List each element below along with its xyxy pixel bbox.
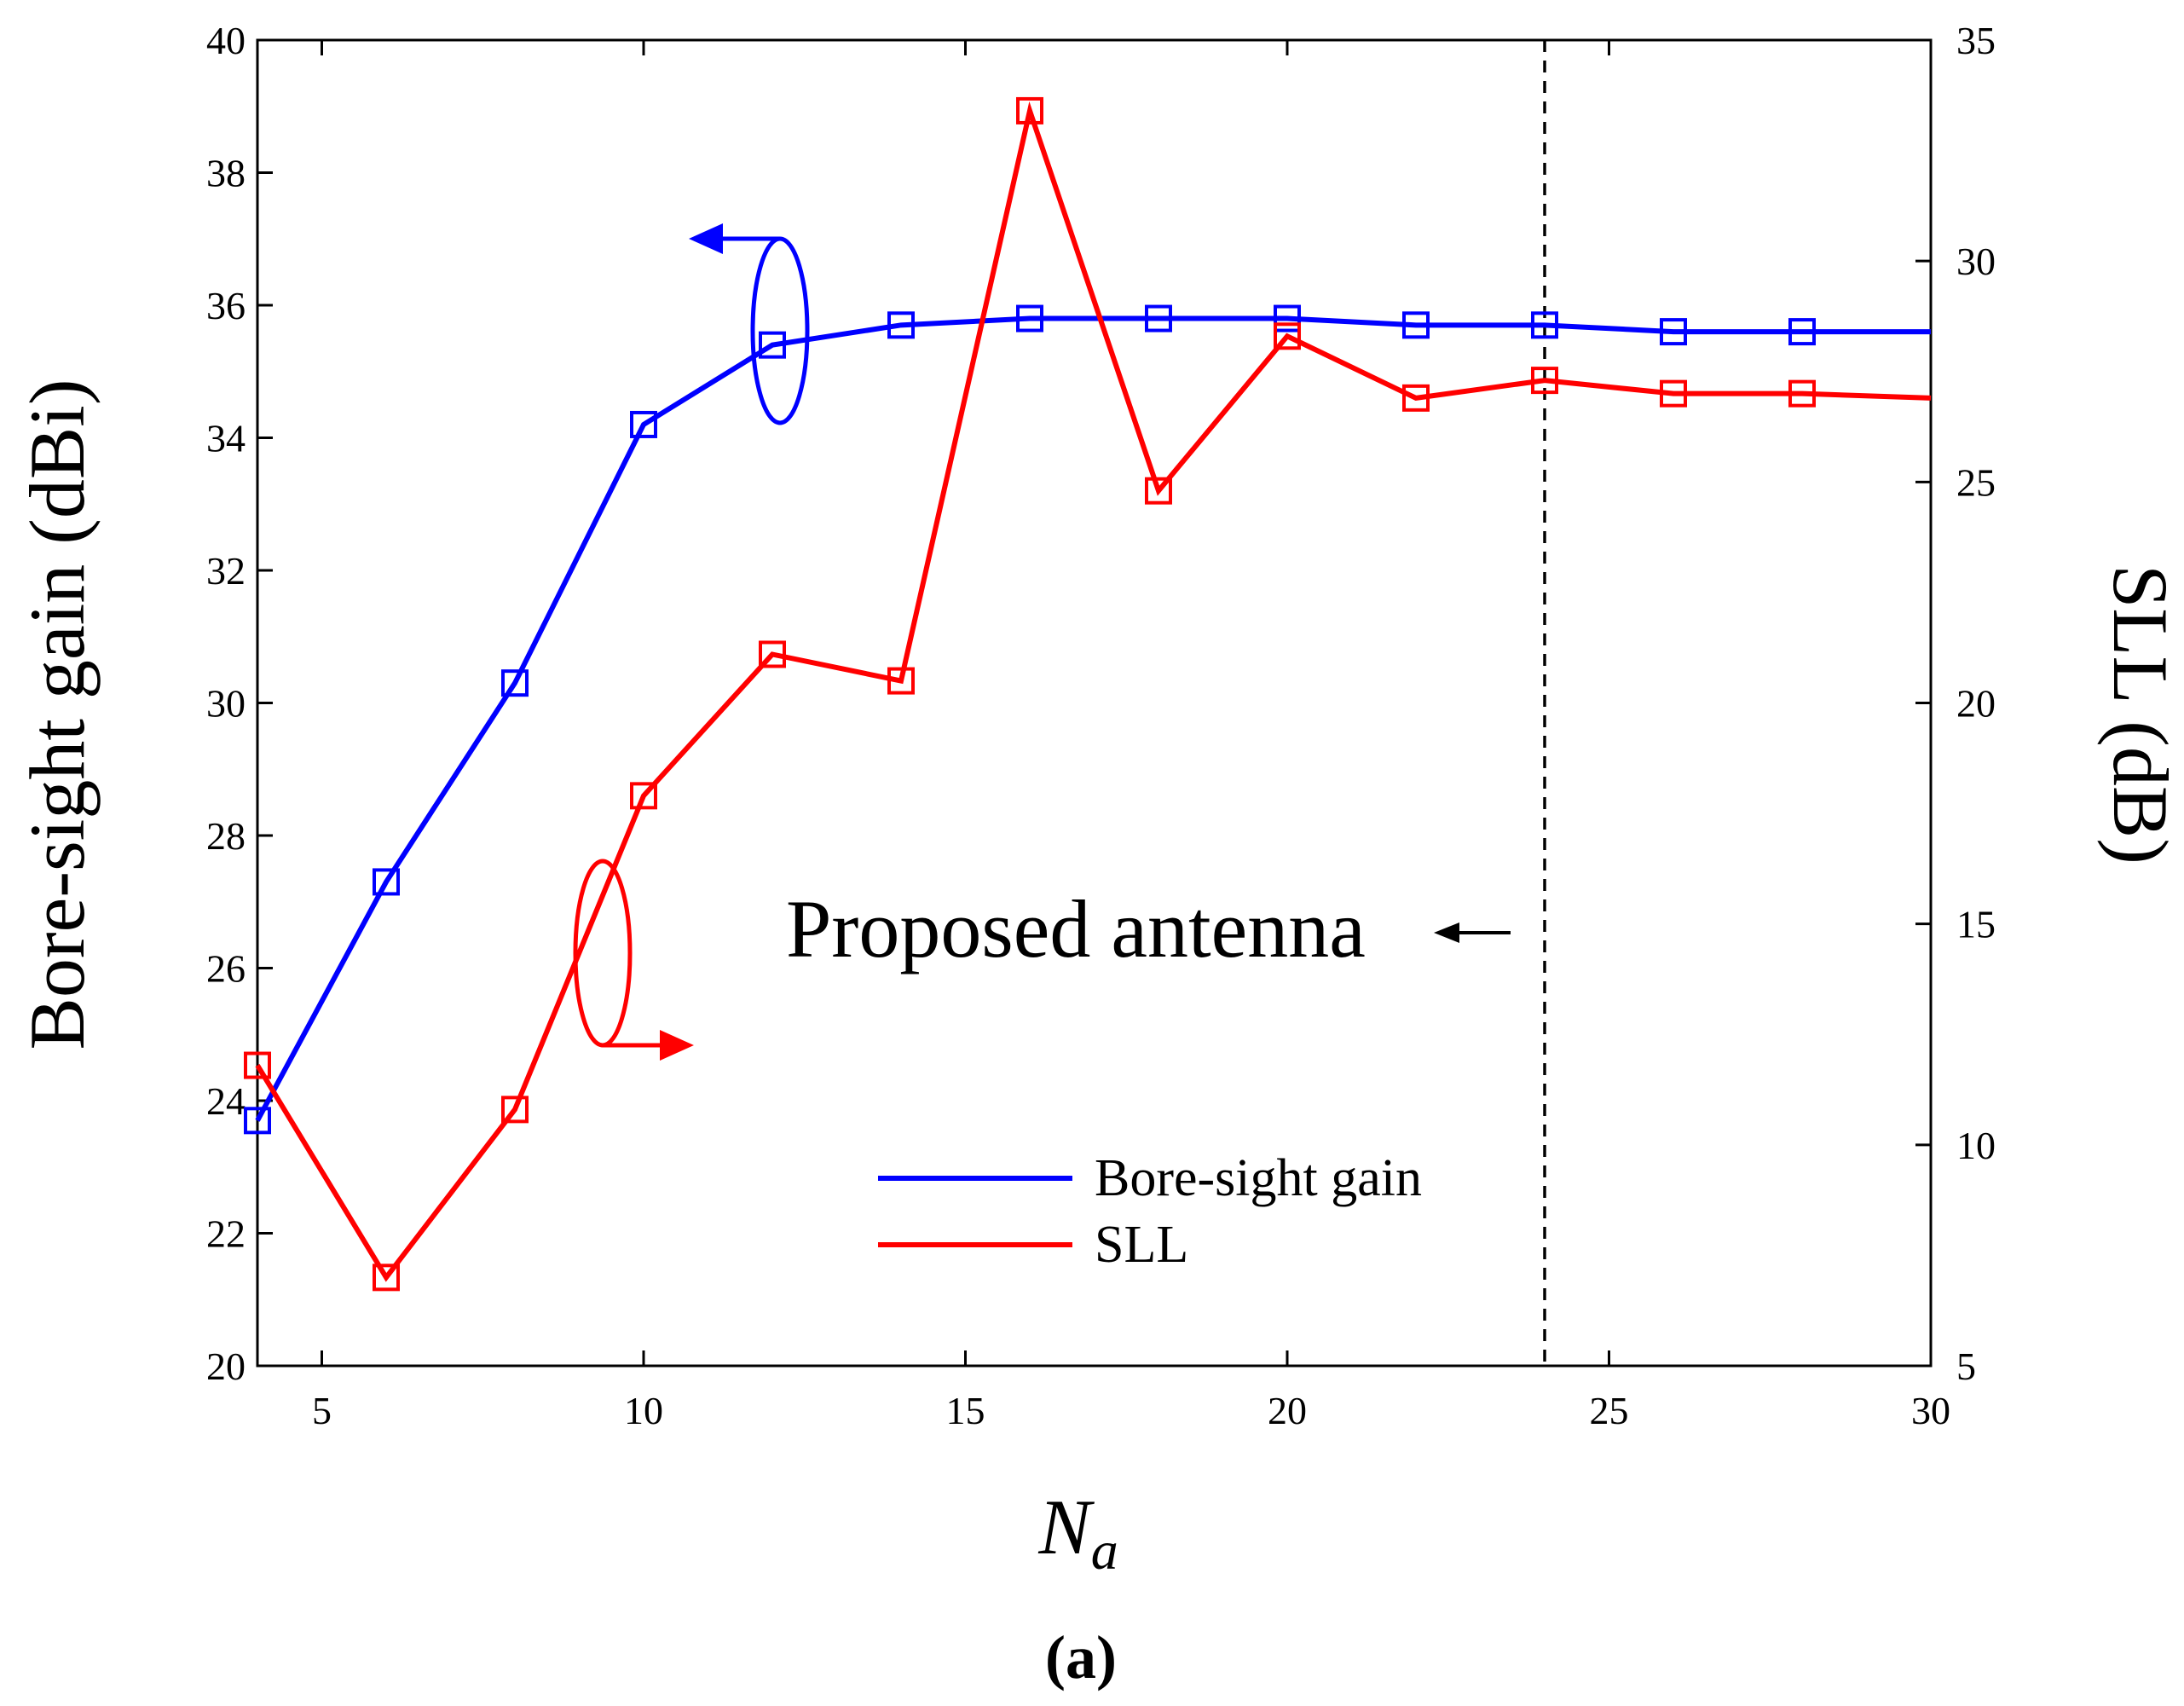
y-right-tick-label: 15 xyxy=(1956,903,1996,946)
x-tick-label: 15 xyxy=(946,1389,985,1432)
marker-bore-sight-gain xyxy=(244,1107,271,1135)
x-axis-title: Na xyxy=(1037,1483,1118,1581)
marker-bore-sight-gain xyxy=(501,669,529,697)
y-left-tick-label: 32 xyxy=(206,549,246,593)
marker-sll xyxy=(630,782,657,810)
marker-sll xyxy=(1660,379,1687,408)
marker-sll xyxy=(244,1051,271,1079)
proposed-antenna-arrowhead xyxy=(1434,922,1459,943)
marker-bore-sight-gain xyxy=(1531,311,1558,339)
sll-axis-indicator xyxy=(573,859,694,1061)
y-right-tick-label: 5 xyxy=(1956,1345,1976,1388)
marker-sll xyxy=(1145,477,1172,505)
legend: Bore-sight gain SLL xyxy=(878,1149,1422,1274)
y-right-tick-label: 25 xyxy=(1956,460,1996,504)
marker-bore-sight-gain xyxy=(1402,311,1430,339)
marker-bore-sight-gain xyxy=(1016,304,1043,333)
marker-bore-sight-gain xyxy=(759,331,786,359)
series-line-bore-sight-gain xyxy=(255,315,1931,1122)
marker-sll xyxy=(1402,384,1430,412)
y-left-tick-label: 28 xyxy=(206,814,246,858)
x-tick-label: 10 xyxy=(624,1389,663,1432)
marker-bore-sight-gain xyxy=(1788,318,1816,346)
x-axis-title-main: N xyxy=(1037,1483,1095,1570)
axis-ticks xyxy=(257,38,1933,1368)
y-right-tick-label: 20 xyxy=(1956,682,1996,726)
series-layer xyxy=(244,96,1932,1292)
marker-bore-sight-gain xyxy=(630,410,657,438)
marker-sll xyxy=(501,1096,529,1124)
y-axis-right-title: SLL (dB) xyxy=(2097,564,2184,865)
y-right-tick-label: 10 xyxy=(1956,1124,1996,1167)
panel-label: (a) xyxy=(1045,1623,1117,1692)
y-right-tick-label: 30 xyxy=(1956,240,1996,283)
proposed-antenna-label: Proposed antenna xyxy=(786,883,1366,974)
y-left-tick-label: 20 xyxy=(206,1345,246,1388)
marker-sll xyxy=(887,667,915,695)
y-right-tick-label: 35 xyxy=(1956,19,1996,62)
y-left-tick-label: 26 xyxy=(206,947,246,991)
marker-bore-sight-gain xyxy=(1660,318,1687,346)
x-tick-label: 30 xyxy=(1911,1389,1950,1432)
x-tick-label: 5 xyxy=(312,1389,332,1432)
marker-sll xyxy=(1531,367,1558,395)
marker-sll xyxy=(1274,322,1301,350)
legend-label-gain: Bore-sight gain xyxy=(1095,1149,1422,1207)
y-axis-left-title: Bore-sight gain (dBi) xyxy=(14,379,101,1050)
legend-label-sll: SLL xyxy=(1095,1216,1188,1274)
marker-sll xyxy=(373,1264,400,1292)
x-tick-label: 20 xyxy=(1268,1389,1307,1432)
x-tick-label: 25 xyxy=(1590,1389,1629,1432)
gain-axis-indicator xyxy=(689,223,810,425)
axis-tick-labels: 5 10 15 20 25 30 20 22 24 26 28 30 32 34 36 38 40 5 10 15 20… xyxy=(206,19,1996,1432)
marker-bore-sight-gain xyxy=(887,311,915,339)
marker-bore-sight-gain xyxy=(1145,304,1172,333)
marker-sll xyxy=(1016,96,1043,124)
marker-sll xyxy=(759,640,786,668)
y-left-tick-label: 22 xyxy=(206,1212,246,1256)
y-left-tick-label: 38 xyxy=(206,152,246,195)
y-left-tick-label: 34 xyxy=(206,417,246,460)
y-left-tick-label: 36 xyxy=(206,284,246,327)
y-left-tick-label: 24 xyxy=(206,1079,246,1123)
series-line-sll xyxy=(255,101,1932,1282)
marker-sll xyxy=(1788,379,1816,408)
y-left-tick-label: 40 xyxy=(206,19,246,62)
x-axis-title-sub: a xyxy=(1091,1520,1118,1581)
y-left-tick-label: 30 xyxy=(206,682,246,726)
marker-bore-sight-gain xyxy=(1274,304,1301,333)
marker-bore-sight-gain xyxy=(373,868,400,896)
